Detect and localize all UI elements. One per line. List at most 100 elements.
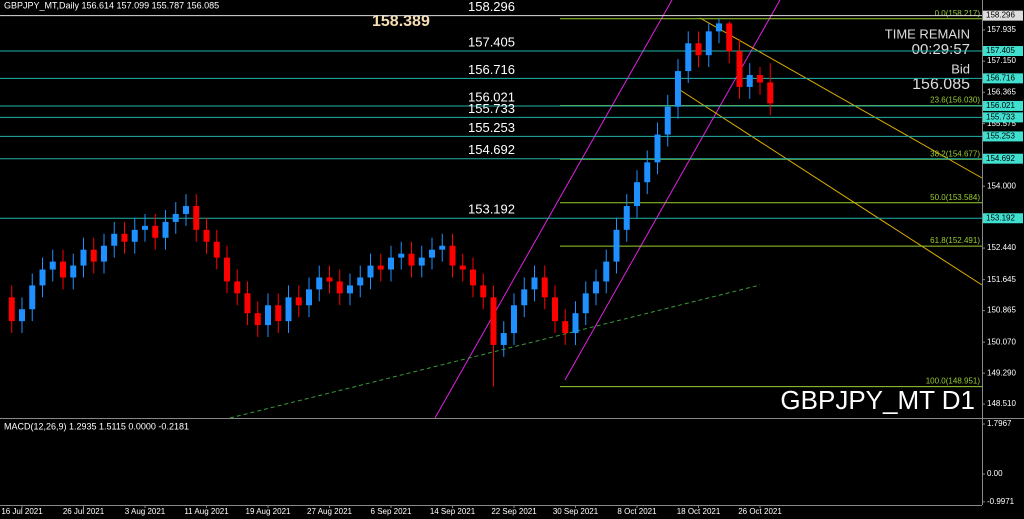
candle-body [306,289,312,306]
fib-label: 23.6(156.030) [930,96,980,105]
candle-body [19,309,25,322]
candle-body [746,75,753,87]
candle-body [111,233,118,246]
candle-body [336,281,343,294]
candle-body [429,249,435,258]
y-tick-label: 152.440 [987,243,1016,252]
candle-body [244,293,251,314]
fib-label: 38.2(154.677) [930,149,980,158]
candle-body [224,257,230,282]
candle-body [593,281,599,294]
candle-body [377,265,384,270]
candle-body [80,249,87,266]
candle-body [480,285,487,298]
candle-body [162,221,169,238]
candle-body [60,261,66,278]
level-tag [983,46,1023,57]
level-tag-label: 156.716 [986,73,1015,82]
trend-line [229,284,761,419]
level-tag [983,213,1023,224]
level-label: 156.021 [468,89,515,104]
x-tick-label: 11 Aug 2021 [184,507,229,516]
candle-body [603,261,610,282]
candle-body [685,43,692,72]
candle-body [695,43,702,56]
high-annotation: 158.389 [372,13,430,30]
level-label: 155.733 [468,101,515,116]
candle-body [285,297,292,322]
bid-value: 156.085 [912,76,970,93]
x-tick-label: 26 Oct 2021 [738,507,782,516]
candle-body [716,23,722,32]
candle-body [572,313,579,334]
candle-body [613,229,620,262]
macd-title: MACD(12,26,9) 1.2935 1.5115 0.0000 -0.21… [4,421,189,431]
y-tick-label: 150.865 [987,306,1016,315]
x-tick-label: 18 Oct 2021 [677,507,721,516]
candle-body [101,245,107,262]
trend-line [699,17,983,179]
x-tick-label: 3 Aug 2021 [125,507,166,516]
candle-body [644,162,651,183]
level-label: 154.692 [468,142,515,157]
level-tag-label: 155.253 [986,132,1015,141]
x-tick-label: 19 Aug 2021 [246,507,291,516]
y-tick-label: 148.510 [987,399,1016,408]
candle-body [203,229,210,242]
candle-body [736,51,743,87]
candle-body [70,265,77,278]
candle-body [726,23,733,52]
candle-body [767,82,774,104]
candle-body [234,281,241,294]
chart-title: GBPJPY_MT,Daily 156.614 157.099 155.787 … [4,0,219,10]
candle-body [664,106,671,135]
level-tag-label: 157.405 [986,46,1015,55]
candle-body [39,269,46,286]
level-label: 155.253 [468,120,515,135]
candle-body [326,277,333,282]
level-label: 158.296 [468,0,515,14]
channel-line [434,0,673,419]
candle-body [131,229,138,242]
level-tag [983,73,1023,84]
candle-body [562,321,569,334]
symbol-label: GBPJPY_MT D1 [780,385,975,415]
fib-label: 61.8(152.491) [930,236,980,245]
candle-body [634,182,640,207]
candle-body [295,297,302,306]
candle-body [49,261,56,270]
candle-body [490,297,497,345]
candle-body [541,277,548,298]
level-tag-label: 158.296 [986,11,1015,20]
candle-body [582,293,589,314]
trend-line [679,89,983,286]
candle-body [142,225,148,230]
candle-body [90,249,97,262]
level-tag-label: 155.733 [986,112,1015,121]
level-label: 157.405 [468,34,515,49]
x-tick-label: 8 Oct 2021 [617,507,657,516]
x-tick-label: 14 Sep 2021 [430,507,476,516]
y-tick-label: 155.575 [987,119,1016,128]
fib-label: 50.0(153.584) [930,193,980,202]
level-tag [983,112,1023,123]
candle-body [449,245,456,266]
time-remain-label: TIME REMAIN [885,26,970,41]
level-label: 156.716 [468,62,515,77]
candle-body [531,277,538,290]
y-tick-label: 154.000 [987,181,1016,190]
x-tick-label: 6 Sep 2021 [371,507,412,516]
candle-body [367,265,374,278]
macd-tick-label: 0.00 [987,469,1003,478]
level-tag-label: 154.692 [986,154,1015,163]
channel-line [564,0,781,381]
fib-label: 100.0(148.951) [926,377,981,386]
candle-body [459,265,466,270]
candle-body [408,253,415,266]
candle-body [398,253,405,258]
candle-body [121,233,128,242]
candle-body [254,313,261,326]
candle-body [152,225,159,238]
